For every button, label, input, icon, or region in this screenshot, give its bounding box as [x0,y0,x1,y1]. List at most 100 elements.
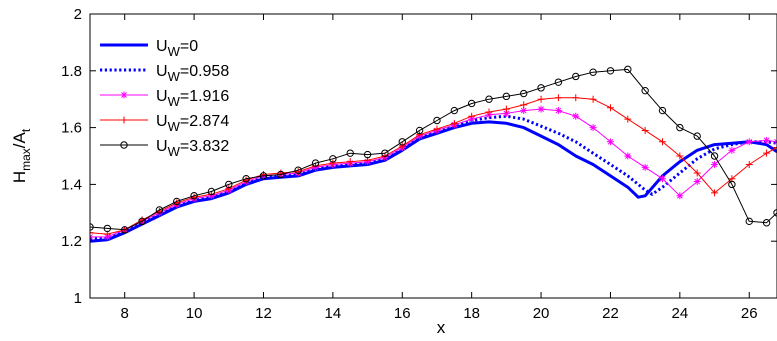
data-point [468,112,476,120]
data-point [207,187,216,196]
y-axis-label-part: t [19,128,33,132]
data-point [624,152,632,160]
data-point [554,94,562,102]
y-tick-label: 1 [74,290,82,307]
x-tick-label: 22 [602,305,619,322]
data-point [606,138,614,146]
x-tick-label: 18 [463,305,480,322]
legend-prefix-sub: W [168,69,181,84]
data-point [745,138,753,146]
data-point [606,67,615,75]
data-point [693,178,701,186]
x-tick-label: 20 [533,305,550,322]
y-tick-label: 2 [74,6,82,23]
x-tick-label: 26 [741,305,758,322]
data-point [763,149,771,157]
legend-item: UW=1.916 [100,88,229,109]
data-point [433,125,441,133]
y-axis-label: Hmax/At [10,128,33,183]
data-point [589,95,597,103]
data-point [502,109,510,117]
data-point [641,126,649,134]
data-point [641,86,649,95]
x-tick-label: 12 [255,305,272,322]
data-point [676,123,684,132]
data-point [90,229,94,237]
data-point [745,217,753,226]
data-point [762,219,771,227]
data-point [120,141,128,149]
data-point [520,89,528,98]
data-point [659,138,666,146]
legend-item: UW=0.958 [100,63,229,84]
data-point [450,119,458,127]
data-point [120,116,128,124]
data-point [606,104,614,112]
data-point [311,159,320,167]
data-point [537,105,545,113]
data-point [502,92,511,101]
data-point [520,101,528,109]
data-point [745,161,753,169]
data-point [242,175,250,183]
x-tick-label: 16 [394,305,411,322]
legend-prefix: U [156,138,168,155]
data-point [572,112,580,120]
legend-prefix: U [156,63,168,80]
data-point [329,159,337,167]
data-point [554,107,562,115]
data-point [225,180,233,189]
legend-item: UW=0 [100,38,198,59]
data-point [467,99,476,108]
data-point [190,192,198,200]
data-point [450,106,459,115]
data-point [155,206,164,214]
data-point [346,149,354,157]
data-point [329,155,337,163]
y-axis-label-part: max [19,148,33,171]
data-point [103,224,112,233]
data-point [763,136,771,144]
series-1 [90,114,777,240]
legend-prefix-sub: W [168,94,181,109]
data-point [693,132,701,140]
data-point [589,68,597,76]
data-point [728,180,736,189]
data-point [659,175,666,183]
data-point [485,108,493,116]
series-layer [90,65,777,243]
x-tick-label: 8 [121,305,129,322]
x-tick-label: 24 [672,305,689,322]
y-tick-label: 1.4 [61,176,82,193]
legend-value: =2.874 [180,113,229,130]
data-point [658,106,667,115]
legend-label: UW=0.958 [156,63,229,84]
axis-ticks: 8 10 12 14 16 18 20 22 24 26 1 1.2 1.4 1.6 1.8 2 [61,6,777,322]
y-axis-label-part: /A [10,132,29,149]
legend-value: =0.958 [180,63,229,80]
legend-label: UW=0 [156,38,198,59]
data-point [710,152,719,160]
data-point [381,149,389,157]
data-point [502,105,510,113]
data-point [398,142,406,150]
y-tick-label: 1.8 [61,63,82,80]
data-point [711,189,719,197]
data-point [624,115,632,123]
data-point [485,95,493,103]
legend-prefix: U [156,38,168,55]
data-point [225,185,233,193]
data-point [346,158,354,166]
data-point [572,72,580,81]
data-point [433,116,441,125]
x-axis-label: x [437,318,446,337]
x-tick-label: 14 [325,305,342,322]
legend-value: =3.832 [180,138,229,155]
y-tick-label: 1.6 [61,120,82,137]
legend-label: UW=2.874 [156,113,229,134]
data-point [728,146,736,154]
data-point [520,107,528,115]
legend-prefix-sub: W [168,119,181,134]
legend-label: UW=3.832 [156,138,229,159]
